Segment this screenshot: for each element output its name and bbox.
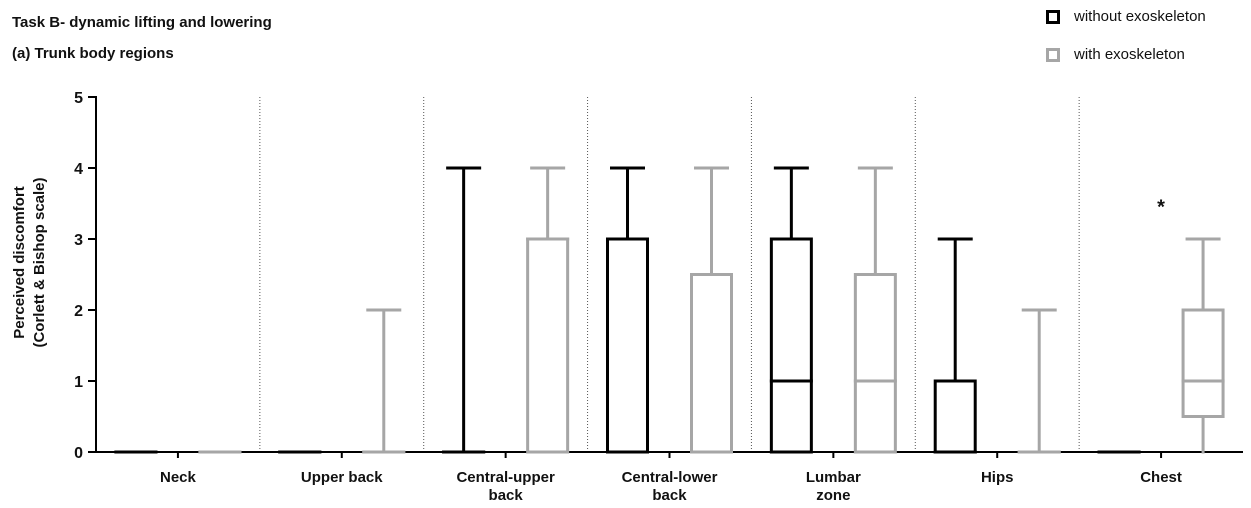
y-tick-label: 0 <box>74 445 83 462</box>
box-body <box>1181 308 1225 418</box>
box-body <box>769 237 813 454</box>
x-tick-label: back <box>652 487 687 504</box>
x-tick-label: Upper back <box>301 469 383 486</box>
x-tick-label: Central-upper <box>456 469 555 486</box>
x-tick-label: back <box>489 487 524 504</box>
y-axis-title: Perceived discomfort <box>11 186 28 339</box>
legend-item-with-exoskeleton: with exoskeleton <box>1046 46 1185 63</box>
box-body <box>690 273 733 454</box>
legend-item-without-exoskeleton: without exoskeleton <box>1046 8 1206 25</box>
x-tick-label: Central-lower <box>622 469 718 486</box>
x-tick-label: zone <box>816 487 850 504</box>
legend-label-with-exoskeleton: with exoskeleton <box>1074 46 1185 63</box>
box-body <box>606 237 649 454</box>
y-tick-label: 5 <box>74 90 83 107</box>
y-tick-label: 4 <box>74 161 83 178</box>
x-tick-label: Lumbar <box>806 469 861 486</box>
x-tick-label: Neck <box>160 469 197 486</box>
significance-marker: * <box>1157 197 1165 219</box>
x-tick-label: Hips <box>981 469 1014 486</box>
y-tick-label: 3 <box>74 232 83 249</box>
box-body <box>933 379 977 454</box>
x-tick-label: Chest <box>1140 469 1182 486</box>
box-body <box>853 273 897 454</box>
chart-title: Task B- dynamic lifting and lowering <box>12 14 272 31</box>
y-tick-label: 2 <box>74 303 83 320</box>
y-axis-title: (Corlett & Bishop scale) <box>31 177 48 347</box>
chart-subtitle: (a) Trunk body regions <box>12 45 174 62</box>
legend-swatch-with-exoskeleton <box>1046 47 1060 62</box>
legend-label-without-exoskeleton: without exoskeleton <box>1074 8 1206 25</box>
y-tick-label: 1 <box>74 374 83 391</box>
legend-swatch-without-exoskeleton <box>1046 9 1060 24</box>
box-body <box>526 237 570 454</box>
